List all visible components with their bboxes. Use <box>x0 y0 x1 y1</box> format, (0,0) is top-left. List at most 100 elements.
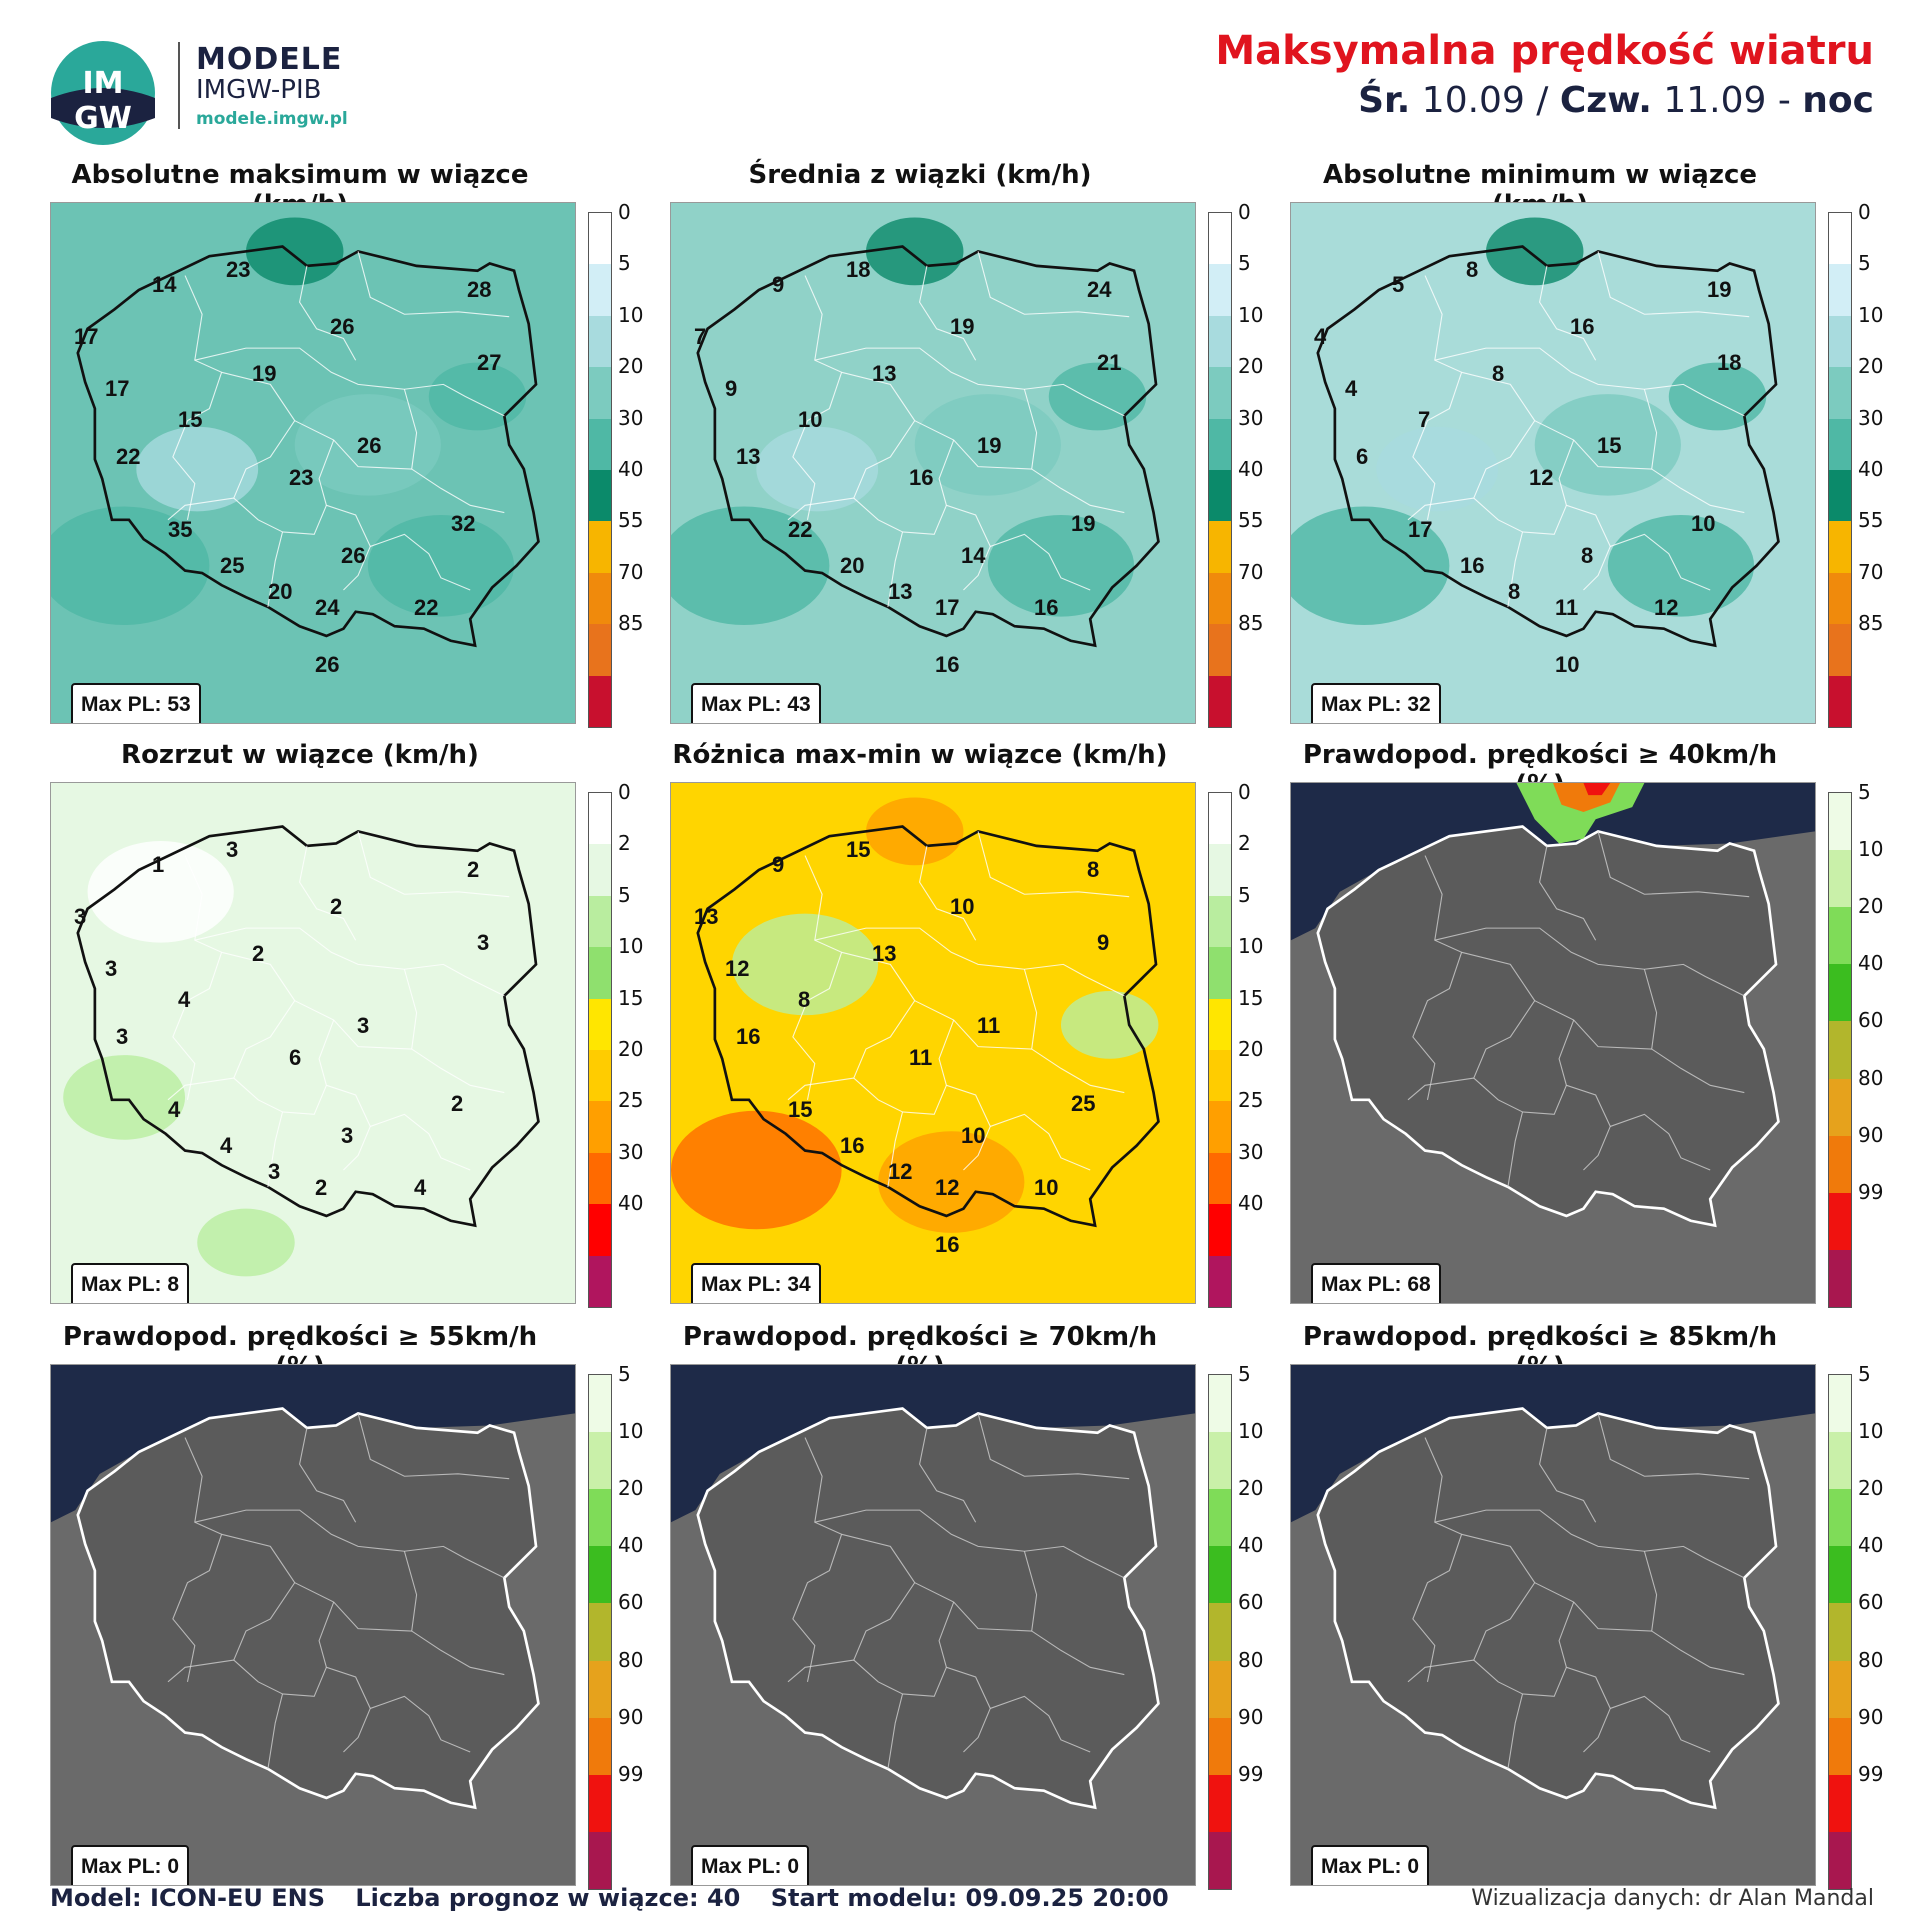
colorbar-tick-label: 60 <box>1858 1008 1884 1032</box>
field-patch <box>1607 515 1755 617</box>
field-patch <box>671 506 830 626</box>
voivodeship-border <box>1023 389 1125 514</box>
field-patch <box>1534 394 1681 496</box>
map-value-label: 5 <box>1392 272 1405 297</box>
voivodeship-border <box>299 1427 357 1523</box>
voivodeship-border <box>792 1437 843 1682</box>
poland-border <box>76 245 540 648</box>
colorbar-tick-label: 99 <box>1238 1762 1264 1786</box>
colorbar-tick-label: 5 <box>1238 1362 1251 1386</box>
voivodeship-border <box>172 1437 223 1682</box>
map-value-label: 16 <box>909 465 934 490</box>
baltic-sea <box>1291 783 1815 941</box>
colorbar-segment <box>589 1255 611 1307</box>
voivodeship-border <box>887 1693 904 1769</box>
colorbar-tick-label: 40 <box>618 1191 644 1215</box>
map-value-label: 26 <box>330 314 355 339</box>
baltic-sea <box>1291 1365 1815 1523</box>
colorbar-tick-label: 99 <box>618 1762 644 1786</box>
map-panel: Prawdopod. prędkości ≥ 40km/h (%)Max PL:… <box>1280 740 1884 1308</box>
voivodeship-border <box>1507 1693 1524 1769</box>
colorbar-segment <box>1209 947 1231 999</box>
map-value-label: 12 <box>725 956 750 981</box>
map-panel: Prawdopod. prędkości ≥ 85km/h (%)Max PL:… <box>1280 1322 1883 1890</box>
voivodeship-border <box>1539 265 1597 361</box>
colorbar-segment <box>589 572 611 625</box>
map-value-label: 13 <box>872 361 897 386</box>
colorbar <box>1208 212 1232 728</box>
map-value-label: 32 <box>451 511 476 536</box>
colorbar-tick-label: 25 <box>618 1088 644 1112</box>
colorbar-tick-label: 70 <box>618 560 644 584</box>
colorbar-segment <box>589 998 611 1050</box>
colorbar-segment <box>1209 1049 1231 1102</box>
voivodeship-border <box>167 1077 234 1101</box>
voivodeship-border <box>902 1667 947 1697</box>
map-value-label: 3 <box>477 930 490 955</box>
colorbar-segment <box>589 947 611 999</box>
colorbar-tick-label: 25 <box>1238 1088 1264 1112</box>
voivodeship-border <box>938 1019 991 1171</box>
map-value-label: 16 <box>1460 553 1485 578</box>
colorbar-tick-label: 15 <box>1238 986 1264 1010</box>
voivodeship-border <box>887 531 904 607</box>
map-value-label: 2 <box>330 894 343 919</box>
colorbar-segment <box>1209 1546 1231 1604</box>
poland-map: 15 9 8 13 10 9 13 12 8 11 16 11 15 25 16 10 12 12 10 16 Max … <box>670 782 1196 1304</box>
voivodeship-border <box>267 531 284 607</box>
voivodeship-border <box>1643 1551 1745 1676</box>
voivodeship-border <box>887 1111 904 1187</box>
voivodeship-border <box>841 1533 916 1695</box>
colorbar-tick-label: 40 <box>1858 457 1884 481</box>
map-value-label: 3 <box>105 956 118 981</box>
colorbar-segment <box>589 1546 611 1604</box>
field-patch <box>671 1110 842 1230</box>
colorbar <box>1828 1374 1852 1890</box>
field-patch <box>878 1131 1025 1233</box>
map-value-label: 17 <box>935 595 960 620</box>
voivodeship-border <box>977 1413 1130 1480</box>
voivodeship-border <box>1558 1601 1611 1753</box>
colorbar-segment <box>1829 624 1851 676</box>
stats-box: Max PL: 0Min PL: 0 <box>71 1845 190 1885</box>
field-patch <box>367 515 515 617</box>
colorbar-tick-label: 40 <box>1238 1533 1264 1557</box>
voivodeship-border <box>1522 505 1567 535</box>
colorbar-segment <box>1829 1489 1851 1547</box>
colorbar-segment <box>1829 315 1851 368</box>
voivodeship-border <box>172 275 223 520</box>
voivodeship-border <box>221 951 296 1113</box>
footer-start: Start modelu: 09.09.25 20:00 <box>770 1884 1169 1912</box>
colorbar-segment <box>1209 844 1231 896</box>
map-value-label: 28 <box>467 277 492 302</box>
colorbar-tick-label: 5 <box>618 883 631 907</box>
colorbar-tick-label: 5 <box>1858 251 1871 275</box>
map-value-label: 16 <box>736 1024 761 1049</box>
voivodeship-border <box>914 1582 1032 1632</box>
brand-url[interactable]: modele.imgw.pl <box>196 109 348 129</box>
colorbar-tick-label: 5 <box>1858 1362 1871 1386</box>
field-patch <box>865 217 964 286</box>
colorbar-tick-label: 55 <box>618 508 644 532</box>
colorbar-segment <box>589 1101 611 1153</box>
colorbar-tick-label: 30 <box>618 1140 644 1164</box>
colorbar-segment <box>589 1831 611 1889</box>
field-patch <box>136 426 259 512</box>
colorbar <box>1828 792 1852 1308</box>
colorbar-tick-label: 10 <box>1238 934 1264 958</box>
colorbar-segment <box>589 1660 611 1718</box>
colorbar-segment <box>1209 1717 1231 1775</box>
map-value-label: 16 <box>840 1133 865 1158</box>
colorbar-tick-label: 5 <box>1238 883 1251 907</box>
map-value-label: 7 <box>694 324 707 349</box>
min-pl-label: Min PL: 0 <box>1321 1885 1419 1886</box>
colorbar-tick-label: 40 <box>1238 1191 1264 1215</box>
colorbar-segment <box>589 213 611 265</box>
max-pl-label: Max PL: 43 <box>701 693 811 716</box>
voivodeship-border <box>294 420 412 470</box>
colorbar-tick-label: 30 <box>618 406 644 430</box>
panel-title: Średnia z wiązki (km/h) <box>748 160 1092 190</box>
brand-name: MODELE <box>196 42 343 77</box>
colorbar-segment <box>1829 1375 1851 1433</box>
map-panel: Absolutne maksimum w wiązce (km/h)231428… <box>40 160 644 728</box>
